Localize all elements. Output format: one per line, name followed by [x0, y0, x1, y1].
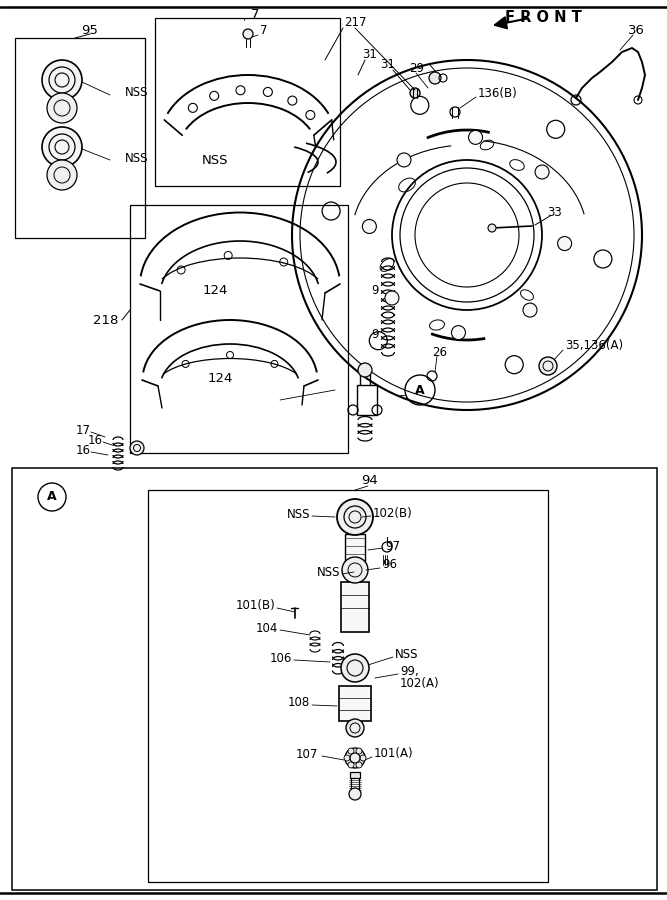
Circle shape	[468, 130, 482, 144]
Circle shape	[345, 748, 365, 768]
Text: A: A	[47, 491, 57, 503]
Text: 7: 7	[260, 24, 267, 38]
Bar	[15, 38, 145, 238]
Circle shape	[344, 755, 350, 761]
Bar	[12, 468, 657, 890]
Text: 95: 95	[81, 23, 99, 37]
Text: 97: 97	[385, 539, 400, 553]
Text: 36: 36	[628, 23, 644, 37]
Text: F R O N T: F R O N T	[505, 11, 582, 25]
Text: 96: 96	[382, 559, 397, 572]
Text: 217: 217	[344, 15, 366, 29]
Circle shape	[356, 748, 362, 754]
Bar	[130, 205, 348, 453]
Circle shape	[535, 165, 549, 179]
Text: 16: 16	[75, 444, 91, 456]
Circle shape	[341, 654, 369, 682]
Text: 102(B): 102(B)	[373, 508, 413, 520]
Circle shape	[539, 357, 557, 375]
Circle shape	[558, 237, 572, 250]
Circle shape	[130, 441, 144, 455]
Circle shape	[337, 499, 373, 535]
Text: 26: 26	[432, 346, 448, 358]
Text: 7: 7	[251, 7, 259, 21]
Bar	[341, 582, 369, 632]
Circle shape	[397, 153, 411, 166]
Text: NSS: NSS	[125, 151, 149, 165]
Text: NSS: NSS	[287, 508, 310, 520]
Circle shape	[349, 788, 361, 800]
Circle shape	[523, 303, 537, 317]
Bar	[345, 534, 365, 562]
Text: 31: 31	[363, 49, 378, 61]
Text: 124: 124	[207, 372, 233, 384]
Text: 101(A): 101(A)	[374, 748, 414, 760]
Bar	[350, 772, 360, 778]
Text: NSS: NSS	[125, 86, 149, 100]
Text: NSS: NSS	[395, 649, 418, 662]
Text: 16: 16	[87, 434, 103, 446]
Text: 101(B): 101(B)	[235, 598, 275, 611]
Text: 108: 108	[287, 697, 310, 709]
Text: 29: 29	[410, 61, 424, 75]
Text: 136(B): 136(B)	[478, 86, 518, 100]
Text: 102(A): 102(A)	[400, 678, 440, 690]
Circle shape	[346, 719, 364, 737]
Bar	[148, 490, 548, 882]
Circle shape	[348, 748, 354, 754]
Circle shape	[385, 291, 399, 305]
Circle shape	[348, 762, 354, 768]
Text: 33: 33	[548, 205, 562, 219]
Text: 124: 124	[202, 284, 227, 296]
Circle shape	[356, 762, 362, 768]
Text: 35,136(A): 35,136(A)	[565, 338, 623, 352]
Bar	[357, 385, 377, 415]
Circle shape	[429, 72, 441, 84]
Text: NSS: NSS	[317, 565, 340, 579]
Text: 9: 9	[372, 284, 379, 296]
Text: 218: 218	[93, 313, 118, 327]
Circle shape	[42, 60, 82, 100]
Text: 104: 104	[255, 622, 278, 634]
Circle shape	[42, 127, 82, 167]
Text: A: A	[415, 383, 425, 397]
Circle shape	[410, 88, 420, 98]
Circle shape	[342, 557, 368, 583]
Bar	[339, 686, 371, 721]
Circle shape	[47, 93, 77, 123]
Circle shape	[358, 363, 372, 377]
Circle shape	[360, 755, 366, 761]
Text: 94: 94	[362, 474, 378, 488]
Text: NSS: NSS	[201, 154, 228, 166]
Text: 106: 106	[269, 652, 292, 664]
Circle shape	[362, 220, 376, 233]
Text: 9: 9	[372, 328, 379, 341]
Text: 17: 17	[75, 424, 91, 436]
Circle shape	[452, 326, 466, 339]
Circle shape	[488, 224, 496, 232]
Circle shape	[47, 160, 77, 190]
Circle shape	[243, 29, 253, 39]
Text: 107: 107	[295, 748, 318, 760]
Text: 31: 31	[381, 58, 396, 71]
Bar	[155, 18, 340, 186]
Text: 99,: 99,	[400, 665, 419, 679]
